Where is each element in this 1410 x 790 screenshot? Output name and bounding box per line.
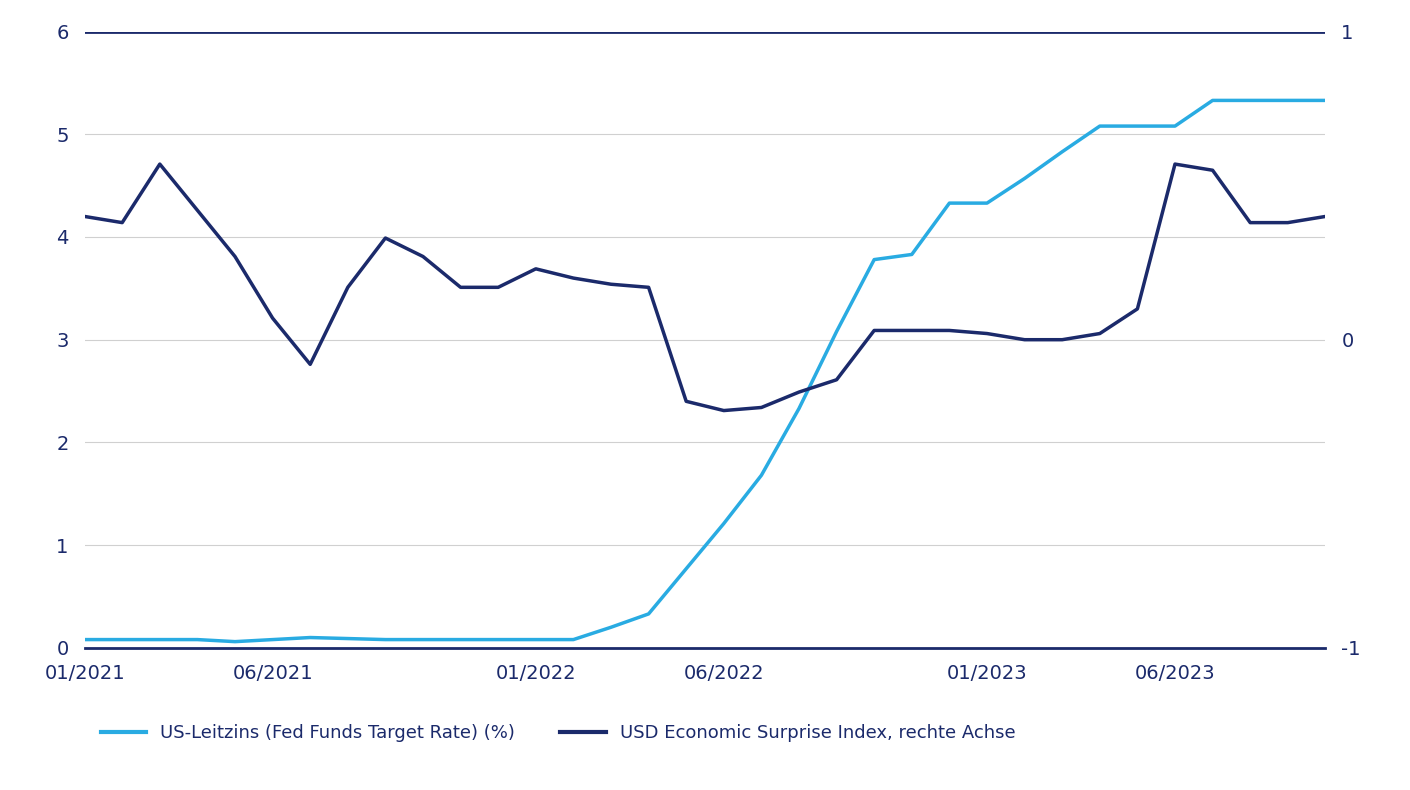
Legend: US-Leitzins (Fed Funds Target Rate) (%), USD Economic Surprise Index, rechte Ach: US-Leitzins (Fed Funds Target Rate) (%),… [93,717,1022,750]
